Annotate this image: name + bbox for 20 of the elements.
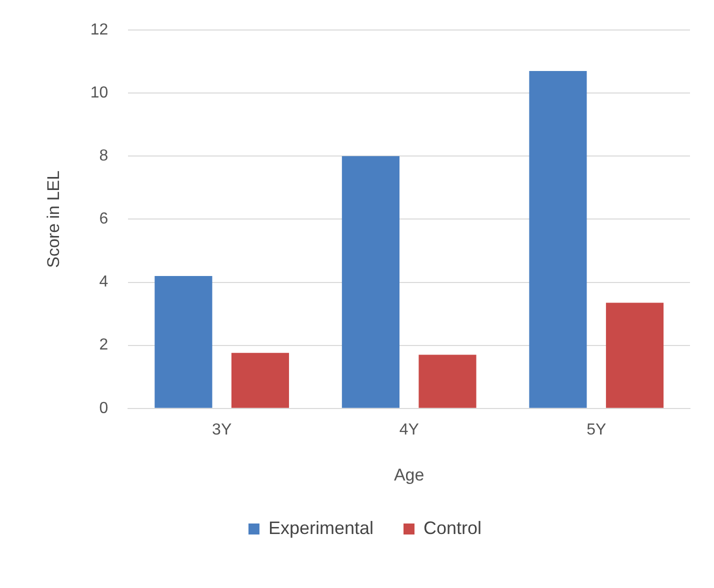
bar xyxy=(606,302,664,408)
legend-label: Control xyxy=(424,518,482,538)
x-tick-label: 4Y xyxy=(399,421,420,438)
x-tick-label: 3Y xyxy=(212,421,232,438)
bar xyxy=(154,276,212,408)
y-tick-label: 10 xyxy=(90,84,108,102)
y-tick-label: 6 xyxy=(99,210,108,228)
y-tick-label: 2 xyxy=(99,336,108,354)
y-tick-label: 4 xyxy=(99,274,108,291)
y-axis-title: Score in LEL xyxy=(44,170,63,268)
y-tick-label: 0 xyxy=(99,400,108,417)
y-tick-label: 8 xyxy=(99,148,108,165)
y-tick-label: 12 xyxy=(90,21,108,38)
x-tick-label: 5Y xyxy=(586,421,606,438)
bar xyxy=(342,156,400,408)
bar xyxy=(231,352,290,408)
x-axis-title: Age xyxy=(394,465,424,484)
bar xyxy=(418,354,476,408)
bar xyxy=(529,70,587,408)
legend-label: Experimental xyxy=(268,518,374,538)
